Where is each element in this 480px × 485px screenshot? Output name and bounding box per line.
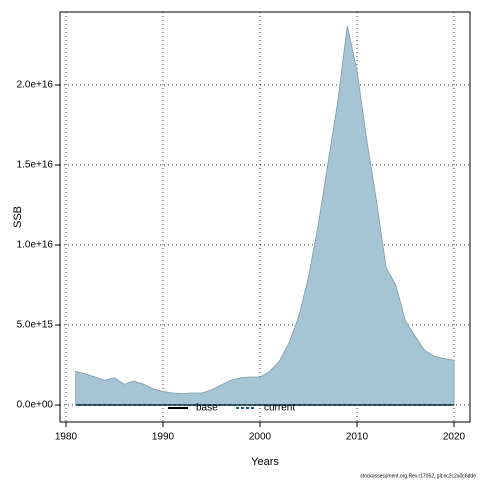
legend-label: current (264, 403, 295, 414)
y-tick-label: 1.5e+16 (17, 160, 54, 171)
x-tick-label: 2000 (249, 432, 272, 443)
x-tick-label: 1980 (55, 432, 78, 443)
legend-label: base (196, 403, 218, 414)
x-tick-label: 1990 (152, 432, 175, 443)
area (75, 25, 455, 406)
footer: stockassessment.org,Rev.r17052, git:ec2c… (360, 473, 476, 479)
y-tick-label: 1.0e+16 (17, 240, 54, 251)
x-tick-label: 2010 (346, 432, 369, 443)
x-axis-label: Years (251, 456, 279, 468)
y-tick-label: 0.0e+00 (17, 400, 54, 411)
y-tick-label: 5.0e+15 (17, 320, 54, 331)
y-tick-label: 2.0e+16 (17, 80, 54, 91)
plot-frame (59, 11, 471, 423)
x-tick-label: 2020 (443, 432, 466, 443)
y-axis-label: SSB (12, 206, 24, 228)
